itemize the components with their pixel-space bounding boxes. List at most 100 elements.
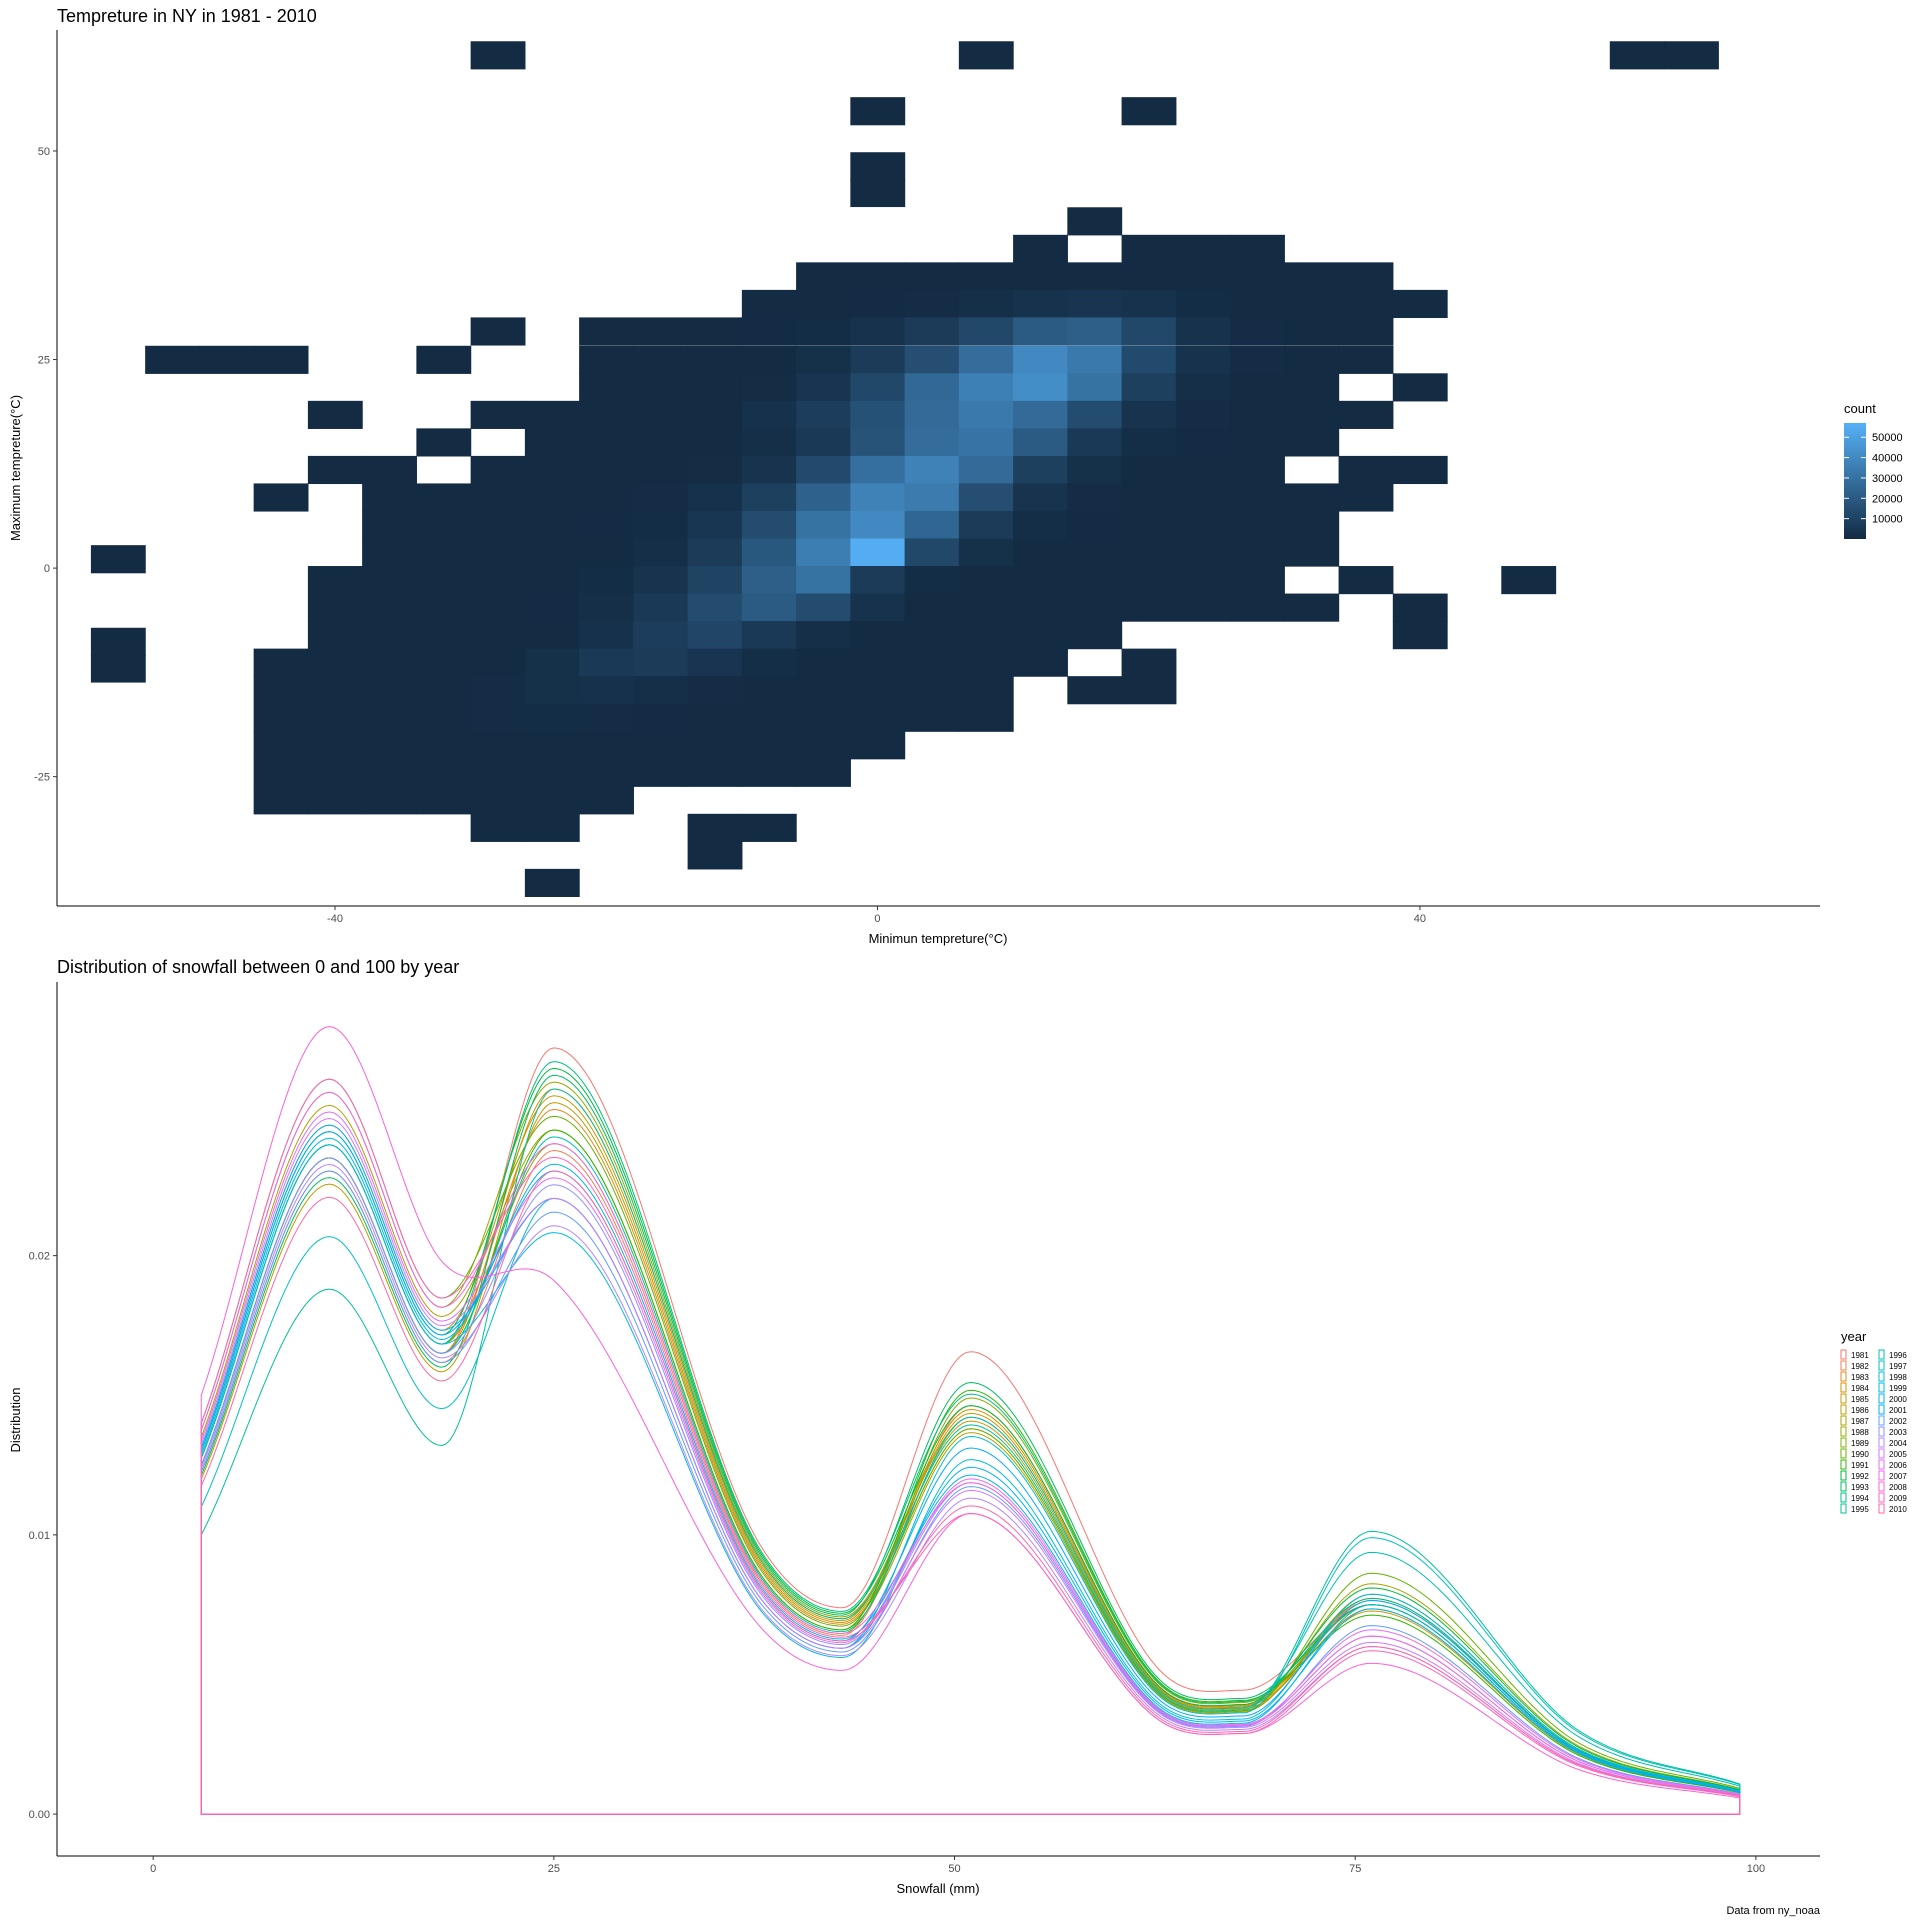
heatmap-cell [904,593,960,622]
x-tick-label: 0 [150,1863,156,1875]
heatmap-cell [633,676,689,705]
heatmap-cell [1121,510,1177,540]
legend-tick-label: 50000 [1872,432,1903,444]
heatmap-cell [579,566,634,595]
heatmap-cell [1067,483,1123,512]
heatmap-cell [741,593,797,622]
heatmap-cell [579,345,634,374]
heatmap-cell [90,654,146,683]
heatmap-cell [1230,455,1285,485]
heatmap-cell [633,400,689,429]
legend-label: 1988 [1851,1428,1869,1437]
legend-key [1878,1404,1885,1415]
heatmap-cell [850,566,906,595]
heatmap-cell [1013,400,1068,429]
heatmap-cells [90,41,1719,897]
legend-key [1878,1426,1885,1437]
legend-tick-label: 20000 [1872,493,1903,505]
heatmap-cell [524,648,580,677]
heatmap-cell [416,566,472,595]
heatmap-cell [307,400,363,429]
heatmap-cell [1067,262,1123,291]
heatmap-cell [850,483,906,512]
legend-label: 1987 [1851,1417,1869,1426]
heatmap-cell [741,428,797,457]
heatmap-cell [796,648,851,677]
heatmap-cell [1013,648,1068,677]
heatmap-cell [904,289,960,319]
legend-key [1878,1349,1885,1360]
heatmap-cell [633,455,689,485]
density-line-2006 [200,1111,1741,1815]
heatmap-cell [307,621,363,650]
legend-label: 1986 [1851,1406,1869,1415]
heatmap-cell [253,703,309,732]
heatmap-cell [904,538,960,567]
heatmap-cell [90,545,146,574]
heatmap-cell [1392,289,1448,319]
count-legend-ticks: 10000 20000 30000 40000 50000 [1844,432,1903,526]
heatmap-cell [1230,317,1285,346]
heatmap-cell [796,566,851,595]
heatmap-cell [741,703,797,732]
heatmap-cell [579,593,634,622]
count-legend: count 10000 20000 30000 40000 50000 [1844,401,1903,539]
heatmap-cell [362,703,417,732]
heatmap-cell [741,566,797,595]
density-line-2002 [200,1170,1741,1815]
heatmap-cell [1338,345,1394,374]
heatmap-cell [1338,400,1394,429]
density-line-1999 [200,1137,1741,1815]
legend-key [1840,1470,1847,1481]
heatmap-cell [1175,428,1231,457]
heatmap-cell [470,566,526,595]
heatmap-cell [1121,483,1177,512]
heatmap-cell [362,731,417,760]
heatmap-cell [1338,317,1394,346]
heatmap-cell [1013,483,1068,512]
heatmap-cell [741,648,797,677]
heatmap-cell [687,400,743,429]
heatmap-cell [850,428,906,457]
heatmap-cell [307,455,363,485]
density-line-1985 [200,1095,1741,1815]
year-legend-items: 1981 1982 1983 1984 1985 1986 1987 1988 1989 1990… [1840,1349,1907,1514]
heatmap-cell [1121,593,1177,622]
heatmap-cell [958,593,1014,622]
heatmap-cell [416,676,472,705]
heatmap-cell [1013,262,1068,291]
heatmap-cell [958,345,1014,374]
heatmap-cell [687,703,743,732]
legend-key [1840,1448,1847,1459]
heatmap-cell [958,510,1014,540]
legend-label: 2007 [1889,1472,1907,1481]
heatmap-cell [579,455,634,485]
heatmap-cell [1067,400,1123,429]
heatmap-cell [850,455,906,485]
density-line-1995 [200,1088,1741,1815]
density-title: Distribution of snowfall between 0 and 1… [57,957,459,977]
heatmap-cell [1067,317,1123,346]
heatmap-cell [470,648,526,677]
density-line-1984 [200,1088,1741,1815]
heatmap-cell [904,373,960,402]
heatmap-cell [90,627,146,656]
heatmap-cell [904,566,960,595]
heatmap-cell [1121,538,1177,567]
heatmap-cell [796,731,851,760]
legend-label: 2002 [1889,1417,1907,1426]
heatmap-cell [904,345,960,374]
heatmap-cell [1121,566,1177,595]
heatmap-cell [579,510,634,540]
legend-key [1840,1481,1847,1492]
heatmap-cell [904,262,960,291]
heatmap-cell [1230,400,1285,429]
heatmap-cell [904,317,960,346]
heatmap-cell [850,400,906,429]
heatmap-cell [904,428,960,457]
legend-key [1840,1349,1847,1360]
legend-label: 1997 [1889,1362,1907,1371]
heatmap-cell [1175,234,1231,263]
heatmap-cell [416,621,472,650]
heatmap-cell [307,703,363,732]
